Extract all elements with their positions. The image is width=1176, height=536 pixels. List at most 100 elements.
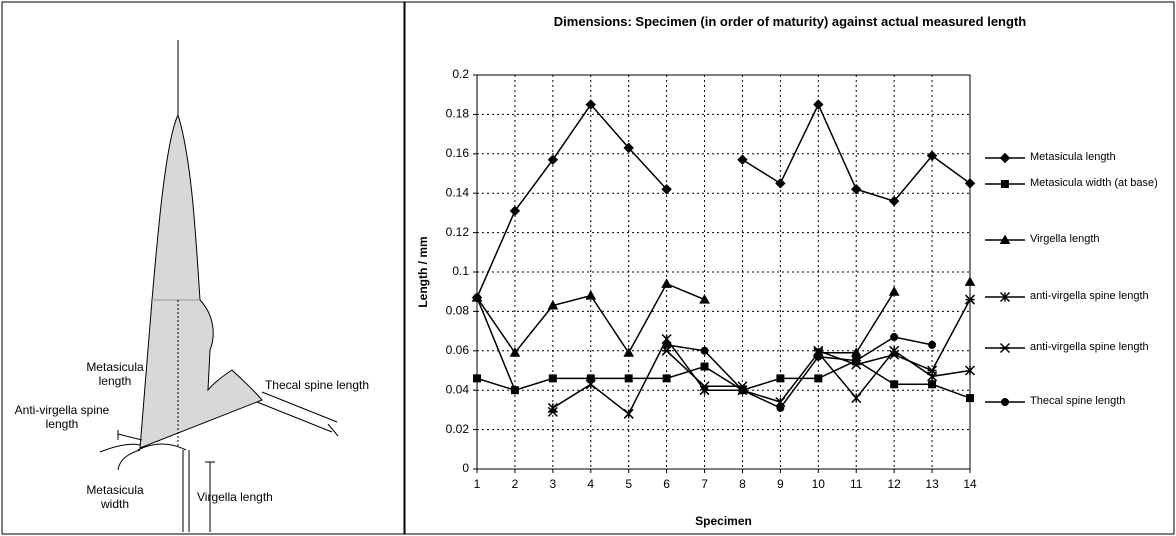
x-tick-label: 8 bbox=[739, 477, 746, 491]
marker-shape bbox=[473, 374, 481, 383]
marker-shape bbox=[700, 346, 709, 355]
legend-label: Metasicula width (at base) bbox=[1030, 177, 1158, 189]
marker-shape bbox=[661, 278, 672, 288]
marker bbox=[776, 403, 785, 412]
marker-shape bbox=[510, 386, 519, 395]
marker bbox=[473, 293, 481, 302]
marker-shape bbox=[850, 347, 862, 357]
marker-shape bbox=[509, 205, 521, 217]
y-tick-label: 0.16 bbox=[446, 146, 470, 160]
y-tick-label: 0.08 bbox=[446, 304, 470, 318]
marker bbox=[623, 408, 634, 419]
marker bbox=[890, 380, 899, 389]
marker-shape bbox=[999, 342, 1011, 354]
x-tick-label: 2 bbox=[512, 477, 519, 491]
marker-shape bbox=[737, 154, 748, 165]
marker bbox=[661, 278, 672, 288]
marker-shape bbox=[888, 195, 900, 207]
marker-shape bbox=[547, 154, 559, 165]
marker-shape bbox=[1001, 180, 1009, 188]
marker bbox=[700, 346, 709, 355]
marker bbox=[964, 294, 976, 305]
x-tick-label: 11 bbox=[850, 477, 863, 491]
marker-shape bbox=[1001, 398, 1009, 406]
marker-shape bbox=[623, 347, 635, 357]
marker bbox=[964, 276, 976, 286]
marker bbox=[548, 374, 557, 383]
marker-shape bbox=[775, 178, 786, 189]
marker bbox=[851, 184, 862, 195]
marker bbox=[775, 178, 786, 189]
marker-shape bbox=[814, 374, 823, 383]
marker-shape bbox=[966, 394, 974, 403]
marker-shape bbox=[585, 290, 597, 300]
legend-label: Metasicula length bbox=[1030, 151, 1116, 163]
marker-shape bbox=[890, 380, 899, 389]
legend-label: Thecal spine length bbox=[1030, 395, 1126, 407]
y-tick-label: 0 bbox=[462, 461, 469, 475]
marker bbox=[999, 152, 1011, 164]
y-tick-label: 0.06 bbox=[446, 343, 470, 357]
marker bbox=[927, 365, 938, 376]
marker bbox=[661, 345, 672, 356]
plot-frame bbox=[476, 74, 971, 470]
marker-shape bbox=[813, 345, 824, 356]
marker bbox=[509, 347, 521, 357]
x-tick-label: 1 bbox=[474, 477, 481, 491]
marker bbox=[624, 374, 633, 383]
marker bbox=[926, 150, 938, 161]
marker-shape bbox=[927, 365, 938, 376]
marker-shape bbox=[700, 362, 709, 371]
marker-shape bbox=[928, 380, 937, 389]
marker bbox=[776, 374, 785, 383]
legend-label: anti-virgella spine length bbox=[1030, 341, 1149, 353]
marker-shape bbox=[623, 142, 634, 154]
marker bbox=[547, 154, 559, 165]
y-tick-label: 0.2 bbox=[452, 67, 469, 81]
y-tick-label: 0.1 bbox=[452, 264, 469, 278]
marker bbox=[852, 356, 861, 365]
marker-shape bbox=[509, 347, 521, 357]
marker bbox=[547, 406, 558, 417]
marker bbox=[999, 234, 1011, 244]
marker bbox=[813, 345, 824, 356]
marker bbox=[738, 386, 747, 395]
x-tick-label: 7 bbox=[701, 477, 708, 491]
marker-shape bbox=[699, 381, 710, 392]
marker-shape bbox=[661, 184, 672, 195]
marker-shape bbox=[662, 374, 671, 383]
marker-shape bbox=[624, 374, 633, 383]
marker-shape bbox=[964, 365, 976, 376]
series-line bbox=[552, 337, 971, 415]
marker-shape bbox=[889, 349, 900, 360]
marker bbox=[928, 340, 937, 349]
marker-shape bbox=[699, 294, 710, 304]
marker-shape bbox=[926, 150, 938, 161]
marker-shape bbox=[999, 291, 1011, 303]
diagram-frame bbox=[1, 1, 405, 535]
marker-shape bbox=[813, 99, 824, 110]
marker-shape bbox=[928, 340, 937, 349]
marker-shape bbox=[623, 408, 634, 419]
marker bbox=[661, 184, 672, 195]
marker-shape bbox=[473, 293, 481, 302]
marker-shape bbox=[776, 403, 785, 412]
x-tick-label: 3 bbox=[550, 477, 557, 491]
marker-shape bbox=[964, 178, 976, 189]
diagram-label: Metasicula length bbox=[86, 360, 144, 388]
marker-shape bbox=[585, 379, 596, 390]
marker bbox=[966, 394, 974, 403]
marker bbox=[889, 349, 900, 360]
legend-label: Virgella length bbox=[1030, 233, 1100, 245]
marker-shape bbox=[814, 352, 823, 361]
marker-shape bbox=[999, 152, 1011, 164]
marker-shape bbox=[548, 374, 557, 383]
marker-shape bbox=[964, 276, 976, 286]
marker bbox=[623, 142, 634, 154]
marker-shape bbox=[852, 356, 861, 365]
marker-shape bbox=[661, 345, 672, 356]
marker bbox=[662, 374, 671, 383]
marker bbox=[509, 205, 521, 217]
y-tick-label: 0.14 bbox=[446, 185, 470, 199]
